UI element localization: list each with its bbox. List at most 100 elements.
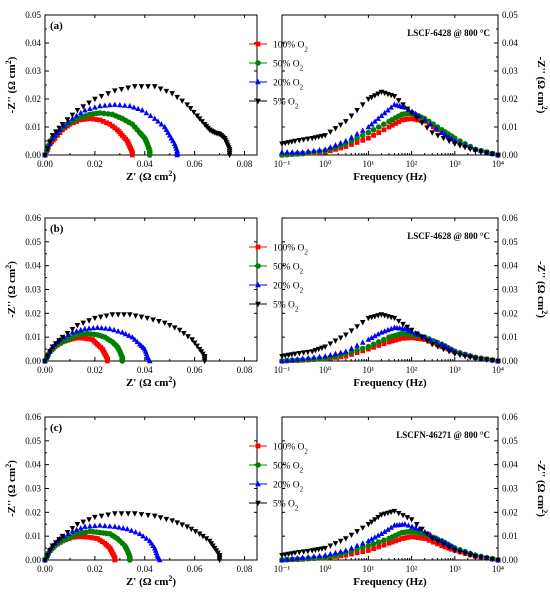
data-point (279, 141, 285, 147)
data-point (86, 517, 92, 523)
data-point (388, 524, 394, 530)
data-point (415, 535, 421, 540)
data-point (404, 116, 410, 122)
data-point (359, 345, 366, 352)
data-point (80, 104, 87, 110)
data-point (285, 352, 292, 359)
data-point (112, 101, 118, 107)
chart-panel-5: 0.00 0.01 0.02 0.03 0.04 0.05 0.06 0.00 0.02 0.04… (4, 412, 309, 588)
data-point (312, 547, 319, 553)
data-point (226, 152, 233, 159)
data-point (424, 531, 430, 537)
data-point (76, 534, 82, 540)
legend-marker (255, 263, 261, 269)
data-point (143, 535, 150, 541)
data-point (315, 547, 322, 553)
data-point (368, 121, 375, 127)
data-point (483, 357, 490, 363)
data-point (327, 144, 334, 150)
data-point (135, 105, 141, 112)
x-axis-label: Frequency (Hz) (353, 576, 427, 588)
data-point (424, 338, 430, 344)
data-point (97, 117, 103, 123)
data-point (284, 357, 290, 363)
data-point (376, 544, 382, 550)
data-point (145, 84, 151, 90)
data-point (59, 533, 66, 540)
legend-marker (255, 500, 261, 507)
data-point (138, 314, 145, 320)
data-point (98, 513, 105, 519)
data-point (49, 133, 56, 139)
data-point (396, 119, 402, 125)
data-point (201, 358, 208, 365)
data-point (418, 535, 424, 541)
data-point (332, 549, 339, 556)
x-tick-label: 10⁻¹ (274, 564, 291, 574)
x-axis-label: Frequency (Hz) (353, 377, 427, 389)
data-point (107, 523, 113, 529)
data-point (365, 522, 372, 528)
data-point (322, 146, 328, 152)
data-point (300, 549, 307, 555)
chart-panel-4: 0.00 0.01 0.02 0.03 0.04 0.05 0.06 10⁻¹ 10⁰ 10¹ 10… (274, 213, 550, 389)
data-point (64, 529, 71, 536)
data-point (375, 539, 382, 545)
data-point (112, 557, 118, 563)
data-point (169, 518, 175, 524)
data-point (120, 525, 126, 531)
data-point (305, 548, 311, 555)
data-point (82, 107, 88, 113)
x-axis-label: Z' (Ω cm2) (126, 169, 176, 184)
data-point (375, 115, 381, 121)
y-axis-label: -Z'' (Ω cm2) (535, 261, 550, 318)
data-point (85, 336, 90, 342)
data-point (400, 513, 406, 519)
data-point (378, 112, 385, 119)
legend-label: 100% O2 (273, 443, 308, 456)
data-point (495, 557, 501, 564)
data-point (87, 105, 93, 112)
data-point (368, 334, 375, 341)
y-tick-label: 0.03 (502, 66, 518, 76)
data-point (192, 529, 199, 535)
x-tick-label: 10⁴ (492, 159, 504, 169)
data-point (462, 353, 468, 360)
data-point (187, 106, 194, 112)
data-point (288, 551, 295, 557)
data-point (375, 339, 382, 345)
data-point (316, 552, 323, 559)
data-point (406, 116, 412, 122)
data-point (337, 538, 344, 545)
data-point (378, 530, 385, 537)
data-point (82, 325, 88, 332)
data-point (102, 522, 108, 529)
data-point (115, 312, 121, 318)
data-point (359, 339, 366, 345)
data-point (147, 112, 154, 119)
data-point (136, 530, 143, 537)
data-point (372, 93, 378, 99)
y-axis-label: -Z'' (Ω cm2) (4, 56, 19, 113)
data-point (404, 535, 410, 540)
data-point (391, 93, 398, 100)
data-point (163, 88, 170, 95)
data-point (370, 541, 377, 547)
data-point (370, 341, 377, 348)
data-point (440, 135, 447, 142)
data-point (445, 344, 452, 351)
panel-label: (b) (50, 223, 64, 235)
chart-panel-3: 0.00 0.01 0.02 0.03 0.04 0.05 0.06 0.00 0.02 0.04… (4, 213, 309, 389)
data-point (442, 544, 448, 550)
legend-marker (255, 41, 261, 47)
data-point (408, 110, 415, 117)
y-tick-label: 0.04 (502, 38, 518, 48)
x-tick-label: 10³ (449, 365, 461, 375)
y-tick-label: 0.02 (502, 308, 518, 318)
data-point (365, 537, 372, 544)
data-point (105, 512, 111, 518)
data-point (80, 534, 85, 540)
data-point (368, 95, 375, 101)
data-point (366, 135, 371, 141)
